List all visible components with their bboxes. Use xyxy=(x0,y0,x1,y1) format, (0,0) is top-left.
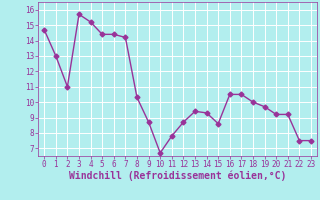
X-axis label: Windchill (Refroidissement éolien,°C): Windchill (Refroidissement éolien,°C) xyxy=(69,171,286,181)
